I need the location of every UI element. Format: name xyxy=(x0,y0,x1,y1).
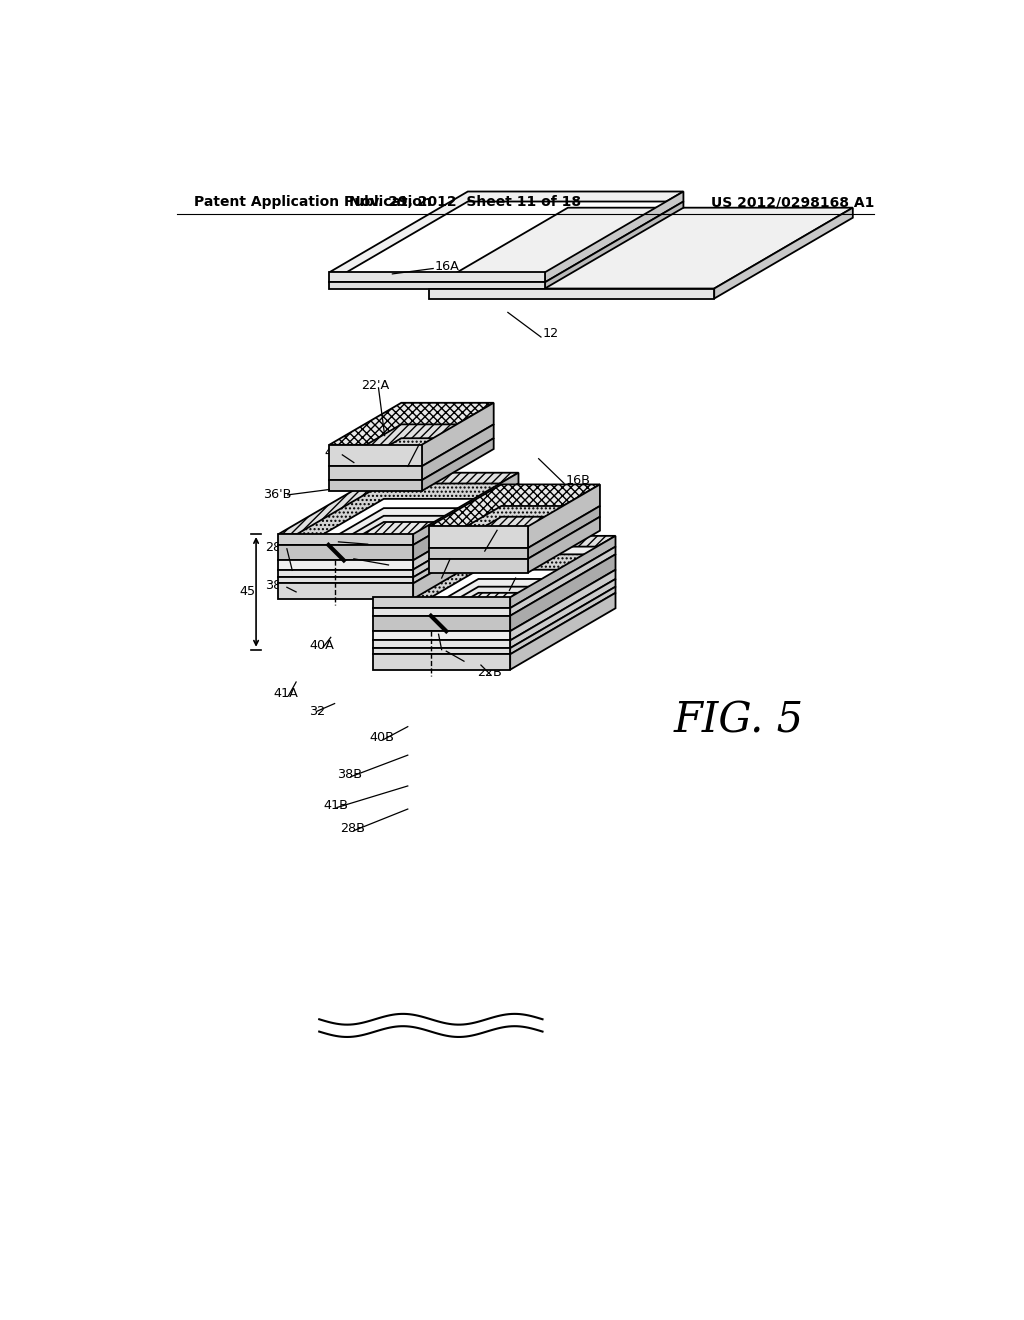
Polygon shape xyxy=(373,609,510,615)
Polygon shape xyxy=(279,521,518,583)
Polygon shape xyxy=(510,536,615,609)
Text: 28B: 28B xyxy=(340,822,365,834)
Polygon shape xyxy=(330,272,545,282)
Polygon shape xyxy=(373,648,510,655)
Polygon shape xyxy=(279,545,413,560)
Polygon shape xyxy=(429,558,528,573)
Text: 38B: 38B xyxy=(337,768,361,781)
Text: 40B: 40B xyxy=(370,731,394,744)
Polygon shape xyxy=(714,207,853,298)
Polygon shape xyxy=(413,521,518,599)
Polygon shape xyxy=(510,586,615,655)
Text: 36A: 36A xyxy=(354,536,379,548)
Polygon shape xyxy=(279,473,518,535)
Polygon shape xyxy=(429,506,600,548)
Polygon shape xyxy=(528,506,600,558)
Polygon shape xyxy=(330,445,422,466)
Text: 16B: 16B xyxy=(565,474,591,487)
Polygon shape xyxy=(330,403,494,445)
Polygon shape xyxy=(429,516,600,558)
Polygon shape xyxy=(330,191,683,272)
Text: 36'B: 36'B xyxy=(496,582,524,594)
Polygon shape xyxy=(429,548,528,558)
Text: 22A: 22A xyxy=(376,556,400,569)
Polygon shape xyxy=(510,554,615,631)
Text: 41B: 41B xyxy=(323,799,348,812)
Text: 44B: 44B xyxy=(428,569,453,582)
Text: 38A: 38A xyxy=(265,579,291,593)
Text: 38'B: 38'B xyxy=(428,640,457,653)
Polygon shape xyxy=(279,516,518,577)
Polygon shape xyxy=(429,207,853,289)
Polygon shape xyxy=(330,424,494,466)
Polygon shape xyxy=(422,424,494,480)
Text: US 2012/0298168 A1: US 2012/0298168 A1 xyxy=(711,195,874,210)
Polygon shape xyxy=(429,484,600,527)
Text: 32: 32 xyxy=(309,705,326,718)
Polygon shape xyxy=(373,579,615,640)
Polygon shape xyxy=(373,631,510,640)
Text: 41A: 41A xyxy=(273,686,298,700)
Polygon shape xyxy=(373,570,615,631)
Polygon shape xyxy=(510,570,615,640)
Text: Nov. 29, 2012  Sheet 11 of 18: Nov. 29, 2012 Sheet 11 of 18 xyxy=(349,195,582,210)
Polygon shape xyxy=(422,438,494,491)
Polygon shape xyxy=(373,597,510,609)
Polygon shape xyxy=(279,508,518,570)
Text: 36B: 36B xyxy=(451,652,475,665)
Polygon shape xyxy=(373,593,615,655)
Polygon shape xyxy=(373,554,615,615)
Polygon shape xyxy=(330,282,545,289)
Polygon shape xyxy=(422,403,494,466)
Text: 16A: 16A xyxy=(435,260,460,273)
Polygon shape xyxy=(429,289,714,298)
Polygon shape xyxy=(373,546,615,609)
Polygon shape xyxy=(413,508,518,577)
Text: 28A: 28A xyxy=(265,541,290,554)
Polygon shape xyxy=(279,570,413,577)
Polygon shape xyxy=(510,546,615,615)
Text: 40A: 40A xyxy=(309,639,334,652)
Polygon shape xyxy=(510,579,615,648)
Polygon shape xyxy=(330,202,683,282)
Polygon shape xyxy=(373,536,615,597)
Polygon shape xyxy=(528,484,600,548)
Polygon shape xyxy=(330,438,494,480)
Polygon shape xyxy=(528,516,600,573)
Polygon shape xyxy=(413,516,518,583)
Polygon shape xyxy=(373,655,510,669)
Polygon shape xyxy=(279,535,413,545)
Text: 44A: 44A xyxy=(325,446,349,459)
Text: 22'A: 22'A xyxy=(361,379,390,392)
Text: 12: 12 xyxy=(543,327,559,341)
Polygon shape xyxy=(510,593,615,669)
Polygon shape xyxy=(545,191,683,282)
Polygon shape xyxy=(279,499,518,560)
Text: 22B: 22B xyxy=(477,667,502,680)
Text: 45: 45 xyxy=(240,585,256,598)
Polygon shape xyxy=(413,483,518,560)
Polygon shape xyxy=(373,586,615,648)
Text: 36'B: 36'B xyxy=(263,488,292,502)
Polygon shape xyxy=(330,480,422,491)
Polygon shape xyxy=(429,527,528,548)
Polygon shape xyxy=(373,615,510,631)
Polygon shape xyxy=(413,473,518,545)
Text: Patent Application Publication: Patent Application Publication xyxy=(194,195,431,210)
Polygon shape xyxy=(279,483,518,545)
Polygon shape xyxy=(330,466,422,480)
Polygon shape xyxy=(279,583,413,599)
Text: 22'B: 22'B xyxy=(483,521,511,535)
Text: FIG. 5: FIG. 5 xyxy=(674,700,804,742)
Polygon shape xyxy=(373,640,510,648)
Polygon shape xyxy=(279,560,413,570)
Polygon shape xyxy=(413,499,518,570)
Polygon shape xyxy=(279,577,413,583)
Polygon shape xyxy=(545,202,683,289)
Text: 36'A: 36'A xyxy=(408,436,436,449)
